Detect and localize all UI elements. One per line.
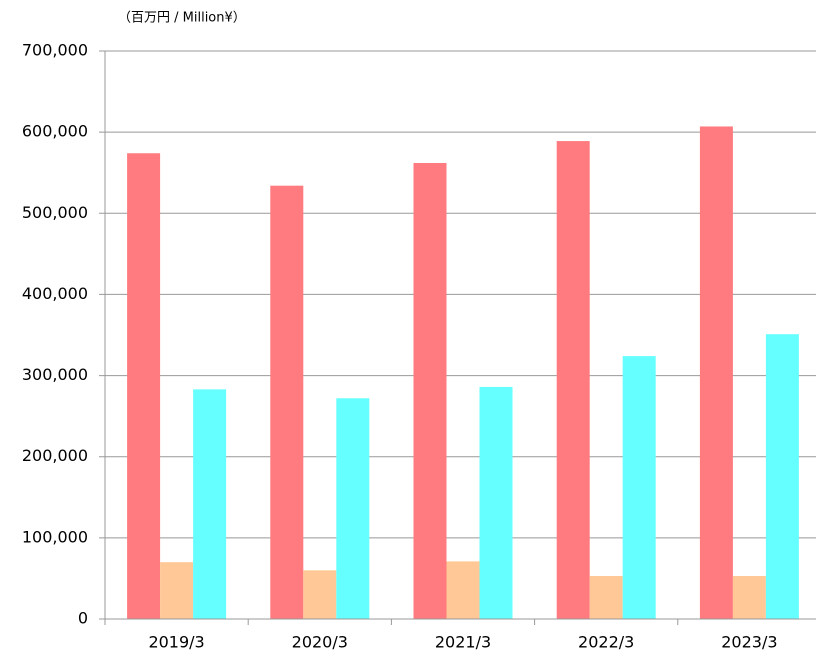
bar [765,334,799,619]
bar [193,389,227,619]
y-tick-label: 200,000 [22,446,88,465]
x-tick-label: 2019/3 [148,633,204,652]
bar [622,356,656,619]
bar [479,386,513,619]
bar [699,126,733,619]
bar [160,562,194,619]
y-tick-label: 600,000 [22,122,88,141]
bar [270,185,304,619]
y-tick-label: 700,000 [22,41,88,60]
bar [127,153,161,620]
bar [556,141,590,619]
bar [413,162,447,619]
bar [303,570,337,619]
y-tick-label: 0 [78,609,88,628]
bar [446,561,480,619]
bar [336,398,370,619]
x-tick-label: 2021/3 [435,633,491,652]
x-tick-label: 2023/3 [721,633,777,652]
y-tick-label: 300,000 [22,365,88,384]
y-tick-label: 500,000 [22,203,88,222]
bar [589,575,623,619]
bar [732,575,766,619]
unit-label: （百万円 / Million¥） [118,11,246,26]
y-tick-label: 400,000 [22,284,88,303]
x-tick-label: 2020/3 [292,633,348,652]
y-tick-label: 100,000 [22,527,88,546]
x-tick-label: 2022/3 [578,633,634,652]
